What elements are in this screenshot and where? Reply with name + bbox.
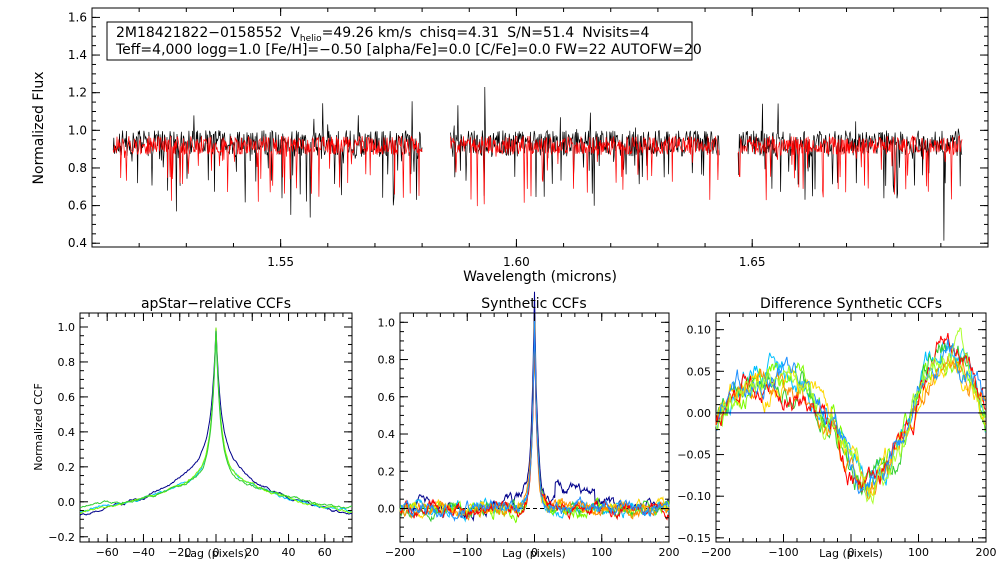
ytick-label: 0.10 — [687, 324, 712, 337]
info-line-2: Teff=4,000 logg=1.0 [Fe/H]=−0.50 [alpha/… — [115, 42, 702, 58]
apstar-ccf-axes-frame — [79, 312, 353, 543]
spectrum-axes-frame — [91, 7, 989, 248]
ytick-label: 0.4 — [58, 426, 76, 439]
xtick-label: 60 — [318, 546, 332, 559]
vhelio-sub: helio — [300, 34, 322, 44]
xtick-label: −100 — [452, 546, 482, 559]
xtick-label: 1.65 — [739, 255, 766, 269]
ytick-label: 1.6 — [68, 10, 87, 24]
ytick-label: 0.0 — [378, 502, 396, 515]
vhelio-label: V — [290, 25, 300, 41]
ytick-label: 1.0 — [68, 123, 87, 137]
ytick-label: 1.0 — [378, 316, 396, 329]
xtick-label: −60 — [96, 546, 119, 559]
ytick-label: 0.8 — [378, 354, 396, 367]
spectrum-panel: 1.55 1.60 1.65 0.4 0.6 0.8 1.0 1.2 1.4 1.6 2M1842… — [31, 7, 989, 285]
synthetic-ccf-ticks: −200 −100 0 100 200 0.0 0.2 0.4 0.6 0.8 1.0 — [378, 313, 680, 559]
difference-ccf-xlabel: Lag (pixels) — [819, 547, 883, 560]
xtick-label: −100 — [768, 546, 798, 559]
synthetic-ccf-line — [399, 319, 670, 522]
difference-ccf-panel: −200 −100 0 100 200 −0.15 −0.10 −0.05 0.00 0.05 0.… — [677, 296, 996, 560]
ytick-label: 0.2 — [58, 461, 76, 474]
ytick-label: 0.8 — [58, 356, 76, 369]
apstar-ccf-title: apStar−relative CCFs — [141, 296, 291, 312]
difference-ccf-line — [715, 327, 986, 505]
apstar-ccf-ylabel: Normalized CCF — [32, 383, 45, 471]
xtick-label: −200 — [701, 546, 731, 559]
difference-ccf-title: Difference Synthetic CCFs — [760, 296, 942, 312]
apstar-ccf-line-visit-4 — [79, 330, 353, 509]
difference-ccf-line — [715, 357, 986, 497]
synthetic-ccf-panel: −200 −100 0 100 200 0.0 0.2 0.4 0.6 0.8 1.0 Synthe… — [378, 291, 680, 560]
ytick-label: 1.4 — [68, 48, 87, 62]
xtick-label: −200 — [385, 546, 415, 559]
ytick-label: 1.2 — [68, 86, 87, 100]
xtick-label: 20 — [245, 546, 259, 559]
xtick-label: −20 — [168, 546, 191, 559]
apstar-ccf-ticks: −60 −40 −20 0 20 40 60 −0.2 0.0 0.2 0.4 0.6 0.8 1.0 — [48, 313, 353, 559]
info-box — [106, 21, 693, 61]
xtick-label: 100 — [591, 546, 612, 559]
ytick-label: 0.8 — [68, 161, 87, 175]
chisq: chisq=4.31 — [420, 25, 500, 41]
xtick-label: 0 — [848, 546, 855, 559]
spectrum-line-model — [450, 135, 720, 207]
ytick-label: −0.10 — [677, 490, 711, 503]
ytick-label: 0.00 — [687, 407, 712, 420]
ytick-label: 0.05 — [687, 365, 712, 378]
ytick-label: 0.6 — [378, 391, 396, 404]
xtick-label: 1.55 — [267, 255, 294, 269]
difference-ccf-series — [715, 327, 986, 505]
ytick-label: 0.6 — [68, 199, 87, 213]
spectrum-xlabel: Wavelength (microns) — [463, 269, 617, 285]
synthetic-ccf-xlabel: Lag (pixels) — [502, 547, 566, 560]
spectrum-line-model — [112, 135, 423, 202]
synthetic-ccf-title: Synthetic CCFs — [481, 296, 586, 312]
vhelio-value: =49.26 km/s — [322, 25, 412, 41]
spectrum-ylabel: Normalized Flux — [31, 72, 47, 185]
ytick-label: −0.2 — [48, 531, 75, 544]
difference-ccf-ticks: −200 −100 0 100 200 −0.15 −0.10 −0.05 0.00 0.05 0.… — [677, 312, 997, 559]
synthetic-ccf-series — [399, 291, 670, 524]
apstar-ccf-panel: −60 −40 −20 0 20 40 60 −0.2 0.0 0.2 0.4 0.6 0.8 1.0 a… — [32, 296, 353, 560]
difference-ccf-line — [715, 333, 986, 493]
spectrum-ticks: 1.55 1.60 1.65 0.4 0.6 0.8 1.0 1.2 1.4 1.6 — [68, 8, 988, 269]
xtick-label: 40 — [282, 546, 296, 559]
difference-ccf-line — [715, 355, 986, 492]
apstar-ccf-line-visit-3 — [79, 327, 353, 514]
info-line-1: 2M18421822−0158552 Vhelio=49.26 km/s chisq… — [116, 25, 650, 44]
xtick-label: 200 — [659, 546, 680, 559]
apstar-ccf-line-visit-1 — [79, 327, 353, 516]
ytick-label: 0.4 — [68, 236, 87, 250]
spectrum-line-observed — [737, 103, 963, 241]
apstar-ccf-line-visit-2 — [79, 330, 353, 513]
ytick-label: 1.0 — [58, 321, 76, 334]
spectrum-series — [112, 86, 963, 241]
xtick-label: −40 — [132, 546, 155, 559]
xtick-label: 1.60 — [503, 255, 530, 269]
star-id: 2M18421822−0158552 — [116, 25, 282, 41]
xtick-label: 0 — [213, 546, 220, 559]
apstar-ccf-series — [79, 327, 353, 516]
difference-ccf-line — [715, 338, 986, 495]
ytick-label: 0.0 — [58, 496, 76, 509]
spectrum-line-observed — [112, 101, 423, 218]
nvisits: Nvisits=4 — [582, 25, 649, 41]
snr: S/N=51.4 — [507, 25, 574, 41]
ytick-label: 0.4 — [378, 428, 396, 441]
ytick-label: 0.6 — [58, 391, 76, 404]
spectrum-line-model — [737, 135, 963, 201]
xtick-label: 100 — [908, 546, 929, 559]
synthetic-ccf-line — [399, 323, 670, 521]
xtick-label: 0 — [531, 546, 538, 559]
ytick-label: −0.15 — [677, 532, 711, 545]
ytick-label: −0.05 — [677, 449, 711, 462]
apstar-ccf-xlabel: Lag (pixels) — [184, 547, 248, 560]
ytick-label: 0.2 — [378, 465, 396, 478]
xtick-label: 200 — [976, 546, 997, 559]
